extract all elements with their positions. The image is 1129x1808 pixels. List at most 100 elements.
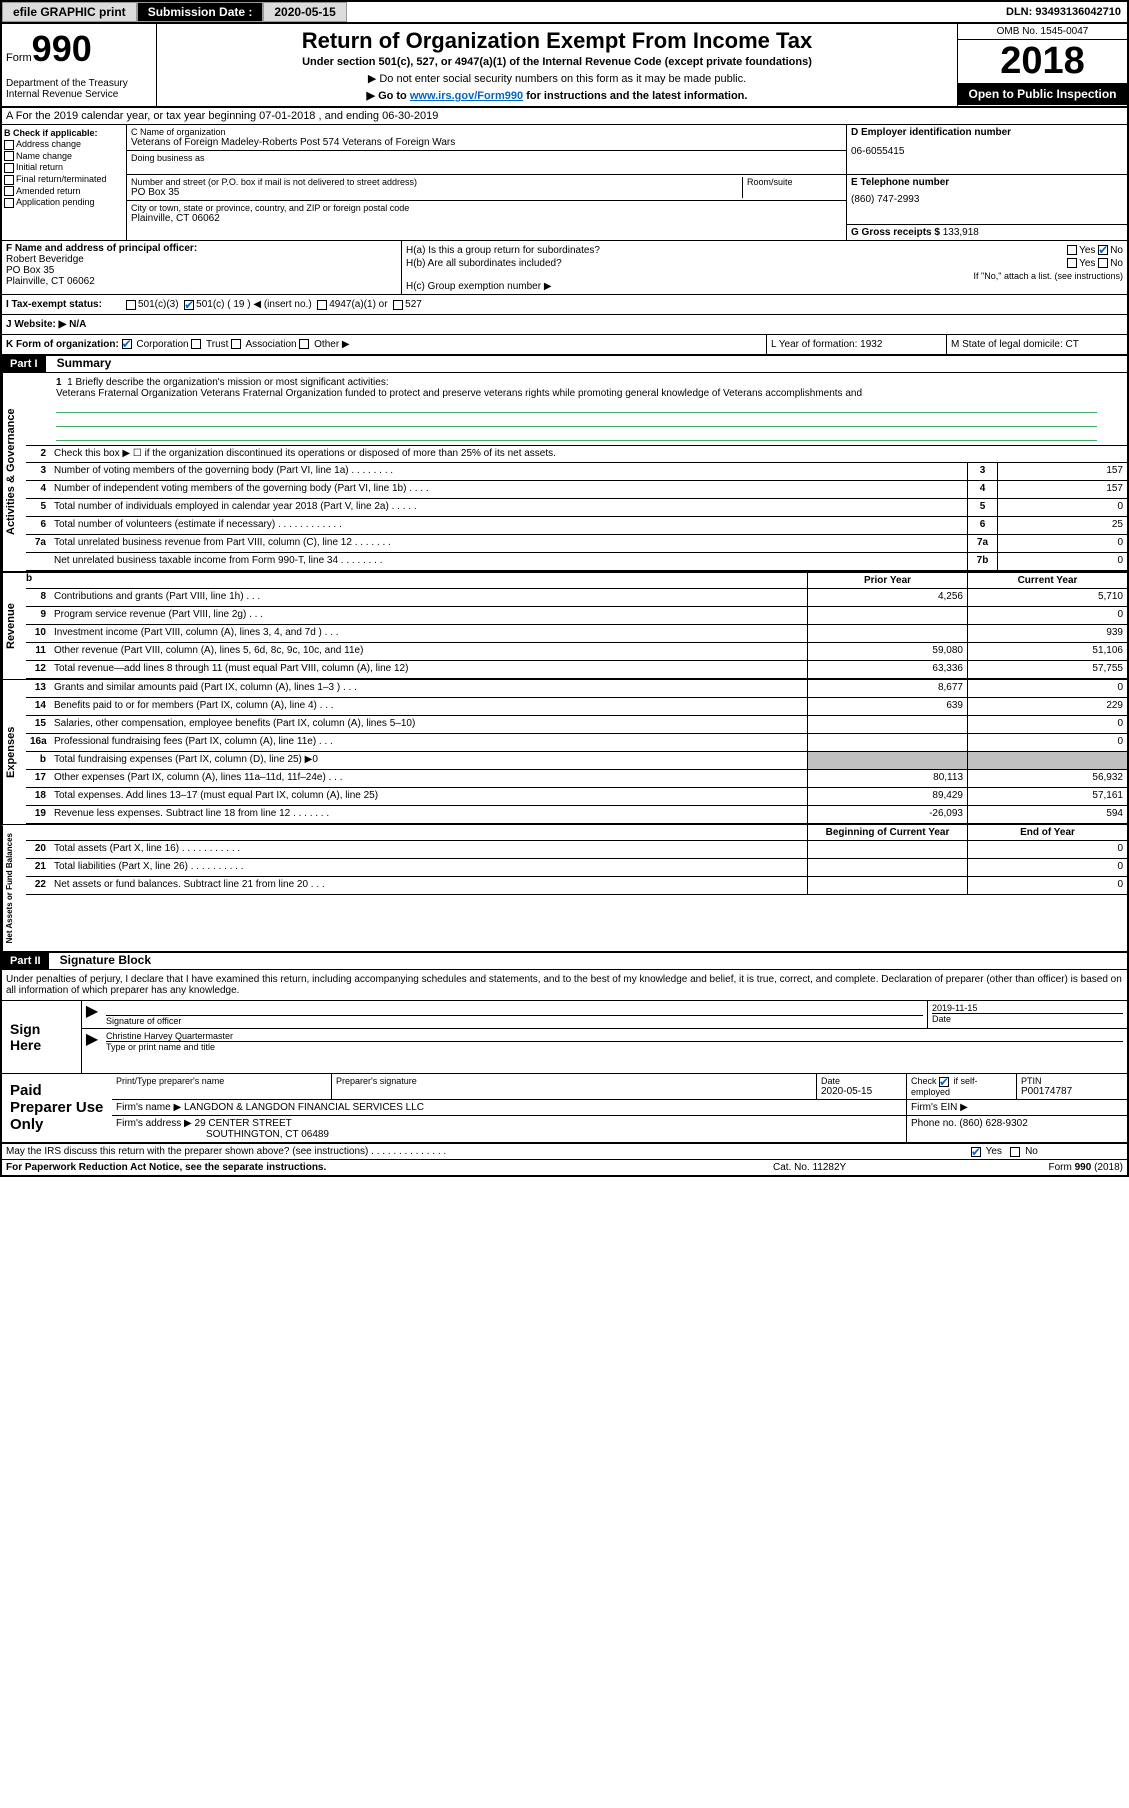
table-row: 8Contributions and grants (Part VIII, li…: [26, 589, 1127, 607]
table-row: 11Other revenue (Part VIII, column (A), …: [26, 643, 1127, 661]
hb-note: If "No," attach a list. (see instruction…: [406, 271, 1123, 281]
form-header: Form990 Department of the Treasury Inter…: [2, 24, 1127, 108]
officer-addr1: PO Box 35: [6, 265, 397, 276]
firm-phone: (860) 628-9302: [959, 1118, 1027, 1129]
klm-row: K Form of organization: Corporation Trus…: [2, 335, 1127, 356]
p-name-label: Print/Type preparer's name: [116, 1076, 327, 1086]
f-label: F Name and address of principal officer:: [6, 243, 397, 254]
irs-link[interactable]: www.irs.gov/Form990: [410, 90, 523, 102]
table-row: 7aTotal unrelated business revenue from …: [26, 535, 1127, 553]
part-1-title: Summary: [49, 354, 120, 372]
addr: PO Box 35: [131, 187, 742, 198]
line-a: A For the 2019 calendar year, or tax yea…: [2, 108, 1127, 125]
col-b: B Check if applicable: Address change Na…: [2, 125, 127, 240]
chk-address: Address change: [4, 139, 124, 150]
mission-block: 1 1 Briefly describe the organization's …: [26, 373, 1127, 445]
sig-date-label: Date: [932, 1013, 1123, 1024]
officer-addr2: Plainville, CT 06062: [6, 276, 397, 287]
year-header: b Prior Year Current Year: [26, 573, 1127, 589]
org-name: Veterans of Foreign Madeley-Roberts Post…: [131, 137, 842, 148]
omb-number: OMB No. 1545-0047: [958, 24, 1127, 40]
summary-expenses: Expenses 13Grants and similar amounts pa…: [2, 679, 1127, 824]
table-row: 20Total assets (Part X, line 16) . . . .…: [26, 841, 1127, 859]
firm-ein-label: Firm's EIN ▶: [907, 1100, 1127, 1115]
sig-intro: Under penalties of perjury, I declare th…: [2, 970, 1127, 1001]
net-tab: Net Assets or Fund Balances: [2, 825, 26, 951]
chk-name: Name change: [4, 151, 124, 162]
typed-label: Type or print name and title: [106, 1041, 1123, 1052]
prior-year-hdr: Prior Year: [807, 573, 967, 588]
part-2-title: Signature Block: [52, 951, 159, 969]
footer-right: Form 990 (2018): [973, 1162, 1123, 1173]
form-word: Form: [6, 52, 32, 64]
summary-revenue: Revenue b Prior Year Current Year 8Contr…: [2, 571, 1127, 679]
table-row: 10Investment income (Part VIII, column (…: [26, 625, 1127, 643]
sig-date: 2019-11-15: [932, 1003, 1123, 1013]
form-number: 990: [32, 28, 92, 69]
chk-pending: Application pending: [4, 197, 124, 208]
tax-year: 2018: [958, 40, 1127, 83]
firm-name: LANGDON & LANGDON FINANCIAL SERVICES LLC: [184, 1102, 424, 1113]
table-row: 18Total expenses. Add lines 13–17 (must …: [26, 788, 1127, 806]
submission-label: Submission Date :: [137, 2, 264, 22]
sign-here-block: Sign Here ▶ Signature of officer 2019-11…: [2, 1001, 1127, 1074]
phone-label: E Telephone number: [851, 177, 1123, 188]
table-row: 4Number of independent voting members of…: [26, 481, 1127, 499]
footer-left: For Paperwork Reduction Act Notice, see …: [6, 1162, 773, 1173]
efile-button[interactable]: efile GRAPHIC print: [2, 2, 137, 22]
paid-prep-label: Paid Preparer Use Only: [2, 1074, 112, 1142]
table-row: 5Total number of individuals employed in…: [26, 499, 1127, 517]
exp-tab: Expenses: [2, 680, 26, 824]
firm-addr2: SOUTHINGTON, CT 06489: [116, 1129, 902, 1140]
info-grid: B Check if applicable: Address change Na…: [2, 125, 1127, 241]
ptin: P00174787: [1021, 1086, 1123, 1097]
p-date: 2020-05-15: [821, 1086, 902, 1097]
chk-amended: Amended return: [4, 186, 124, 197]
form-note-1: ▶ Do not enter social security numbers o…: [167, 72, 947, 85]
chk-final: Final return/terminated: [4, 174, 124, 185]
submission-date: 2020-05-15: [263, 2, 346, 22]
form-note-2: ▶ Go to www.irs.gov/Form990 for instruct…: [167, 89, 947, 102]
website-val: N/A: [69, 319, 86, 330]
gross-label: G Gross receipts $: [851, 227, 940, 238]
firm-name-label: Firm's name ▶: [116, 1102, 181, 1113]
col-b-label: B Check if applicable:: [4, 128, 124, 138]
arrow-icon: ▶: [82, 1029, 102, 1054]
room-label: Room/suite: [747, 177, 842, 187]
ein: 06-6055415: [851, 146, 1123, 157]
firm-addr-label: Firm's address ▶: [116, 1118, 192, 1129]
eoy-hdr: End of Year: [967, 825, 1127, 840]
m-box: M State of legal domicile: CT: [947, 335, 1127, 354]
sign-here-label: Sign Here: [2, 1001, 82, 1073]
city: Plainville, CT 06062: [131, 213, 842, 224]
top-bar: efile GRAPHIC print Submission Date : 20…: [2, 2, 1127, 24]
table-row: Net unrelated business taxable income fr…: [26, 553, 1127, 571]
table-row: 21Total liabilities (Part X, line 26) . …: [26, 859, 1127, 877]
part-1-label: Part I: [2, 356, 46, 372]
form-990-page: efile GRAPHIC print Submission Date : 20…: [0, 0, 1129, 1177]
form-title: Return of Organization Exempt From Incom…: [167, 28, 947, 54]
org-name-label: C Name of organization: [131, 127, 842, 137]
hb-label: H(b) Are all subordinates included?: [406, 258, 562, 269]
mission-text: Veterans Fraternal Organization Veterans…: [56, 388, 1097, 399]
col-c: C Name of organization Veterans of Forei…: [127, 125, 847, 240]
footer-mid: Cat. No. 11282Y: [773, 1162, 973, 1173]
table-row: 12Total revenue—add lines 8 through 11 (…: [26, 661, 1127, 679]
firm-addr1: 29 CENTER STREET: [195, 1118, 292, 1129]
fgh-row: F Name and address of principal officer:…: [2, 241, 1127, 295]
j-label: J Website: ▶: [6, 319, 66, 330]
footer: For Paperwork Reduction Act Notice, see …: [2, 1160, 1127, 1175]
arrow-icon: ▶: [82, 1001, 102, 1028]
boy-hdr: Beginning of Current Year: [807, 825, 967, 840]
p-sig-label: Preparer's signature: [336, 1076, 812, 1086]
table-row: 17Other expenses (Part IX, column (A), l…: [26, 770, 1127, 788]
table-row: 15Salaries, other compensation, employee…: [26, 716, 1127, 734]
typed-name: Christine Harvey Quartermaster: [106, 1031, 1123, 1041]
i-label: I Tax-exempt status:: [6, 299, 126, 310]
gross-receipts: 133,918: [943, 227, 979, 238]
part-2-header: Part II Signature Block: [2, 951, 1127, 970]
table-row: 19Revenue less expenses. Subtract line 1…: [26, 806, 1127, 824]
open-inspection: Open to Public Inspection: [958, 83, 1127, 105]
rev-tab: Revenue: [2, 573, 26, 679]
tax-exempt-row: I Tax-exempt status: 501(c)(3) 501(c) ( …: [2, 295, 1127, 315]
